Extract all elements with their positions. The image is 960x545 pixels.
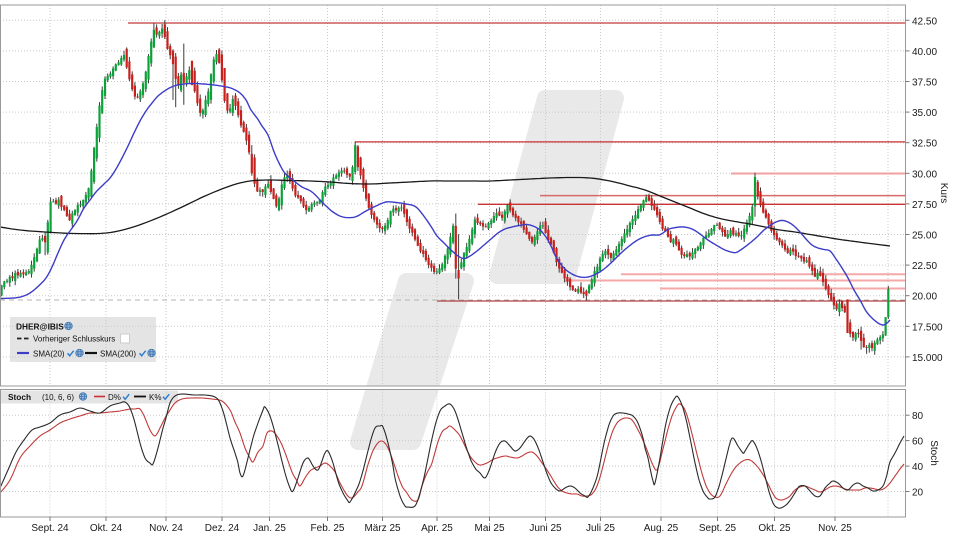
svg-text:Dez. 24: Dez. 24 [205,523,240,534]
svg-text:Apr. 25: Apr. 25 [421,523,453,534]
svg-text:Mai 25: Mai 25 [474,523,504,534]
svg-text:42.50: 42.50 [912,16,937,27]
svg-text:SMA(20): SMA(20) [33,350,65,359]
svg-text:22.50: 22.50 [912,261,937,272]
svg-text:35.00: 35.00 [912,108,937,119]
svg-text:15.000: 15.000 [912,353,943,364]
svg-text:17.500: 17.500 [912,322,943,333]
svg-text:(10, 6, 6): (10, 6, 6) [42,393,74,402]
svg-text:Okt. 25: Okt. 25 [758,523,791,534]
svg-text:Juni 25: Juni 25 [529,523,562,534]
svg-text:20.00: 20.00 [912,292,937,303]
svg-text:32.50: 32.50 [912,139,937,150]
svg-text:Vorheriger Schlusskurs: Vorheriger Schlusskurs [33,335,115,344]
svg-text:30.00: 30.00 [912,169,937,180]
svg-text:Juli 25: Juli 25 [586,523,615,534]
svg-text:Jan. 25: Jan. 25 [253,523,286,534]
svg-text:Kurs: Kurs [938,183,949,204]
svg-text:Sept. 24: Sept. 24 [31,523,69,534]
svg-text:20: 20 [912,488,924,499]
svg-text:Stoch: Stoch [928,440,939,466]
svg-text:40.00: 40.00 [912,47,937,58]
svg-text:Nov. 25: Nov. 25 [818,523,852,534]
svg-text:25.00: 25.00 [912,231,937,242]
svg-text:DHER@IBIS: DHER@IBIS [16,322,64,332]
svg-text:März 25: März 25 [364,523,401,534]
svg-text:Feb. 25: Feb. 25 [311,523,345,534]
svg-text:40: 40 [912,462,924,473]
svg-text:SMA(200): SMA(200) [100,350,136,359]
svg-text:80: 80 [912,411,924,422]
svg-text:27.50: 27.50 [912,200,937,211]
svg-text:D%: D% [108,393,121,402]
svg-text:K%: K% [149,393,161,402]
svg-text:Aug. 25: Aug. 25 [644,523,679,534]
svg-text:Stoch: Stoch [8,392,31,402]
svg-text:Okt. 24: Okt. 24 [90,523,123,534]
svg-text:Sept. 25: Sept. 25 [699,523,737,534]
svg-text:37.50: 37.50 [912,78,937,89]
svg-text:60: 60 [912,437,924,448]
svg-text:Nov. 24: Nov. 24 [149,523,183,534]
